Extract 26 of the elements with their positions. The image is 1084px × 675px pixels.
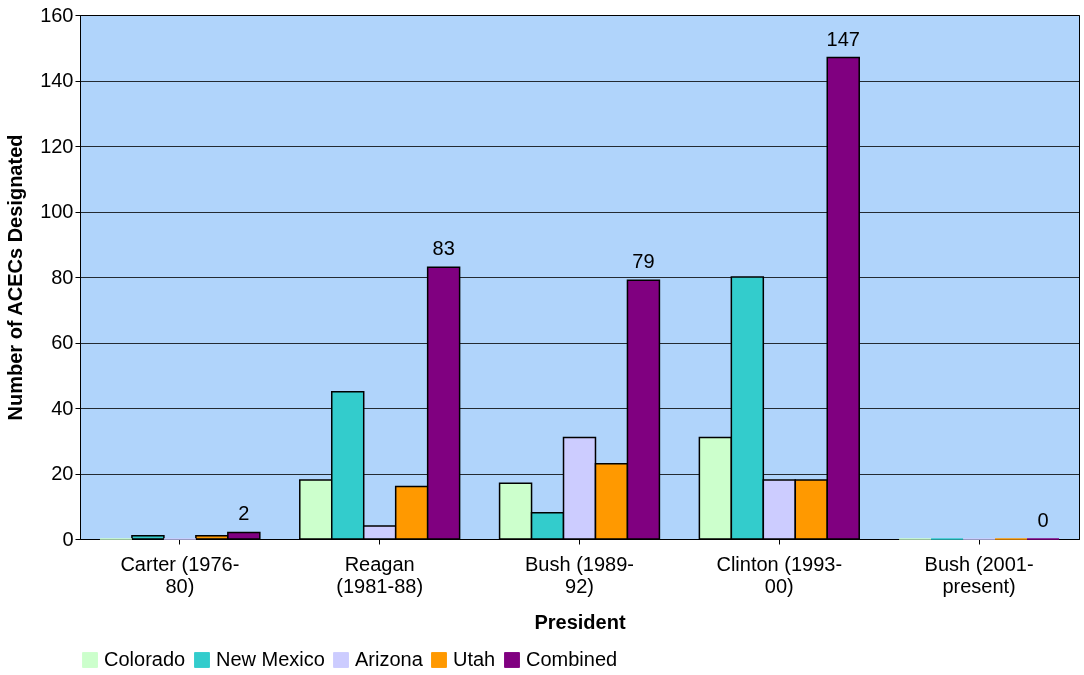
legend-label: Colorado (104, 648, 186, 670)
y-tick-label: 60 (51, 331, 74, 353)
data-label: 83 (432, 237, 455, 260)
data-label: 0 (1037, 509, 1049, 531)
y-axis-title: Number of ACECs Designated (4, 134, 27, 421)
legend-label: New Mexico (216, 648, 325, 670)
x-tick-label: Bush (1989- 92) (525, 552, 634, 597)
y-tick-label: 80 (51, 265, 74, 288)
legend-label: Arizona (355, 648, 424, 670)
x-tick-label: Bush (2001- present) (924, 552, 1034, 597)
y-tick-label: 100 (40, 200, 74, 222)
legend-label: Combined (526, 648, 618, 670)
x-tick-label: Carter (1976- 80) (120, 552, 240, 597)
y-tick-label: 20 (51, 462, 74, 484)
data-label: 147 (826, 27, 860, 50)
x-tick-label: Clinton (1993- 00) (716, 552, 843, 597)
y-tick-label: 40 (51, 396, 74, 419)
y-tick-label: 120 (40, 134, 74, 157)
legend-label: Utah (453, 648, 496, 670)
data-label: 2 (238, 502, 250, 525)
x-axis-title: President (534, 610, 626, 633)
x-tick-label: Reagan (1981-88) (336, 552, 424, 597)
y-tick-label: 140 (40, 69, 74, 91)
y-tick-label: 0 (62, 527, 74, 550)
y-tick-label: 160 (40, 3, 74, 26)
data-label: 79 (632, 250, 655, 273)
